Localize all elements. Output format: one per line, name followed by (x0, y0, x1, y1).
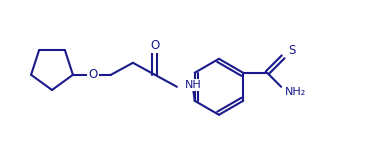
Text: O: O (150, 39, 159, 52)
Text: NH: NH (185, 80, 202, 90)
Text: O: O (88, 68, 98, 81)
Text: NH₂: NH₂ (285, 87, 307, 97)
Text: S: S (288, 44, 296, 57)
